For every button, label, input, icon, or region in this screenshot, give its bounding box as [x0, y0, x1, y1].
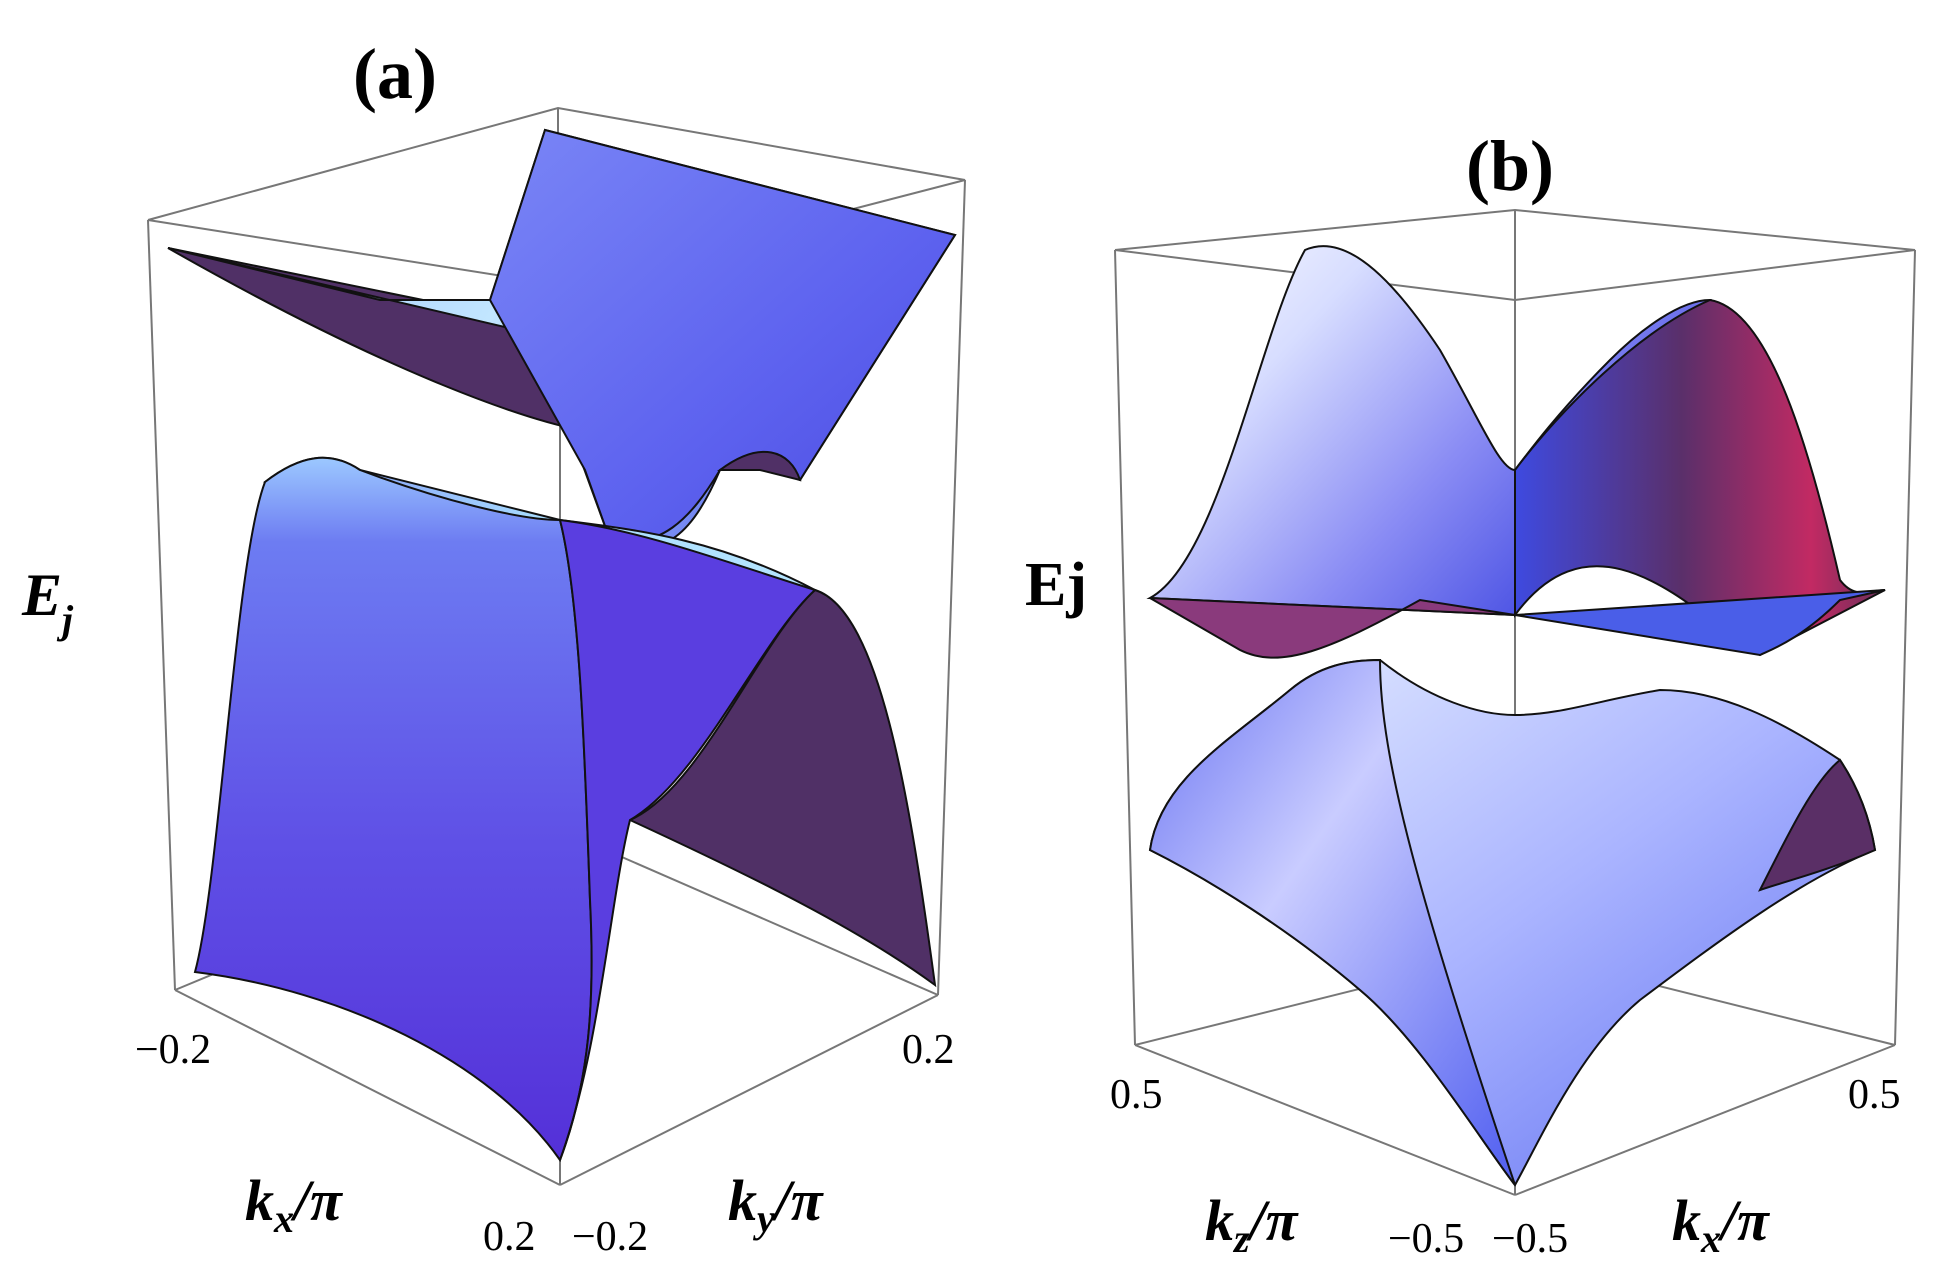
panel-b-upper-band: [1146, 245, 1886, 659]
panel-a: (a) Ej: [21, 34, 966, 1260]
panel-b-x-axis-label: kz/π: [1205, 1188, 1299, 1261]
panel-a-y-tick-min: −0.2: [572, 1214, 648, 1260]
panel-a-upper-band: [167, 128, 957, 549]
panel-a-x-axis-label: kx/π: [245, 1168, 343, 1241]
panel-b: (b) Ej kz/π: [1025, 126, 1916, 1262]
panel-b-x-tick-b: −0.5: [1388, 1216, 1464, 1262]
panel-b-y-axis-label: kx/π: [1672, 1188, 1770, 1261]
panel-b-y-tick-b: 0.5: [1848, 1072, 1901, 1118]
panel-a-label: (a): [353, 34, 437, 114]
panel-b-z-axis-label: Ej: [1025, 551, 1087, 619]
panel-b-x-tick-a: 0.5: [1110, 1072, 1163, 1118]
panel-b-label: (b): [1466, 126, 1554, 206]
panel-b-y-tick-a: −0.5: [1492, 1216, 1568, 1262]
panel-a-z-axis-label: Ej: [21, 562, 74, 642]
panel-a-y-axis-label: ky/π: [728, 1168, 824, 1241]
panel-a-x-tick-min: −0.2: [135, 1027, 211, 1073]
panel-a-lower-band: [193, 456, 937, 1163]
panel-a-y-tick-max: 0.2: [902, 1027, 955, 1073]
panel-a-x-tick-max: 0.2: [483, 1214, 536, 1260]
panel-b-box: [1114, 208, 1916, 1196]
panel-b-lower-band: [1148, 658, 1877, 1187]
